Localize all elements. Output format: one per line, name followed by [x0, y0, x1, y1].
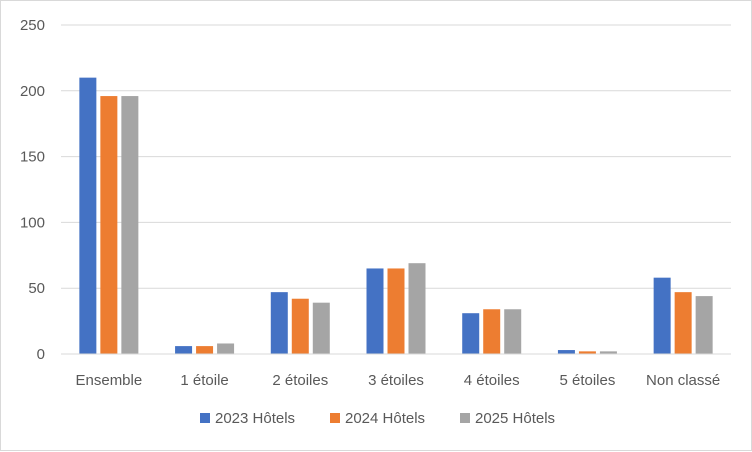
- bar: [196, 346, 214, 354]
- y-tick-label: 100: [20, 214, 45, 231]
- y-tick-label: 200: [20, 83, 45, 100]
- bar: [462, 313, 480, 354]
- legend-swatch: [460, 413, 470, 423]
- bar: [175, 346, 193, 354]
- bar: [366, 268, 384, 354]
- x-tick-label: 1 étoile: [180, 372, 228, 389]
- bar: [270, 292, 288, 354]
- bar: [408, 263, 426, 354]
- legend-swatch: [330, 413, 340, 423]
- y-tick-label: 50: [28, 280, 45, 297]
- x-tick-label: 5 étoiles: [559, 372, 615, 389]
- bars: [79, 77, 713, 355]
- bar: [599, 351, 617, 354]
- bar: [653, 277, 671, 354]
- bar: [674, 292, 692, 354]
- x-axis-tick-labels: Ensemble 1 étoile 2 étoiles 3 étoiles 4 étoi…: [76, 372, 721, 389]
- legend-label: 2023 Hôtels: [215, 410, 295, 427]
- legend-label: 2025 Hôtels: [475, 410, 555, 427]
- bar: [504, 309, 522, 354]
- gridlines: [61, 24, 731, 289]
- bar: [557, 350, 575, 354]
- bar: [121, 96, 139, 355]
- bar: [578, 351, 596, 354]
- y-tick-label: 150: [20, 149, 45, 166]
- bar: [217, 343, 235, 354]
- y-tick-label: 250: [20, 17, 45, 34]
- legend-swatch: [200, 413, 210, 423]
- bar: [100, 96, 118, 355]
- legend-label: 2024 Hôtels: [345, 410, 425, 427]
- bar: [483, 309, 501, 354]
- legend: 2023 Hôtels 2024 Hôtels 2025 Hôtels: [200, 410, 555, 427]
- bar: [312, 302, 330, 354]
- bar: [387, 268, 405, 354]
- x-tick-label: Non classé: [646, 372, 720, 389]
- x-tick-label: 4 étoiles: [464, 372, 520, 389]
- x-tick-label: 3 étoiles: [368, 372, 424, 389]
- bar: [79, 77, 97, 354]
- y-tick-label: 0: [37, 346, 45, 363]
- bar: [291, 298, 309, 354]
- bar: [695, 296, 713, 354]
- x-tick-label: Ensemble: [76, 372, 143, 389]
- x-tick-label: 2 étoiles: [272, 372, 328, 389]
- y-axis-tick-labels: 0 50 100 150 200 250: [20, 17, 45, 363]
